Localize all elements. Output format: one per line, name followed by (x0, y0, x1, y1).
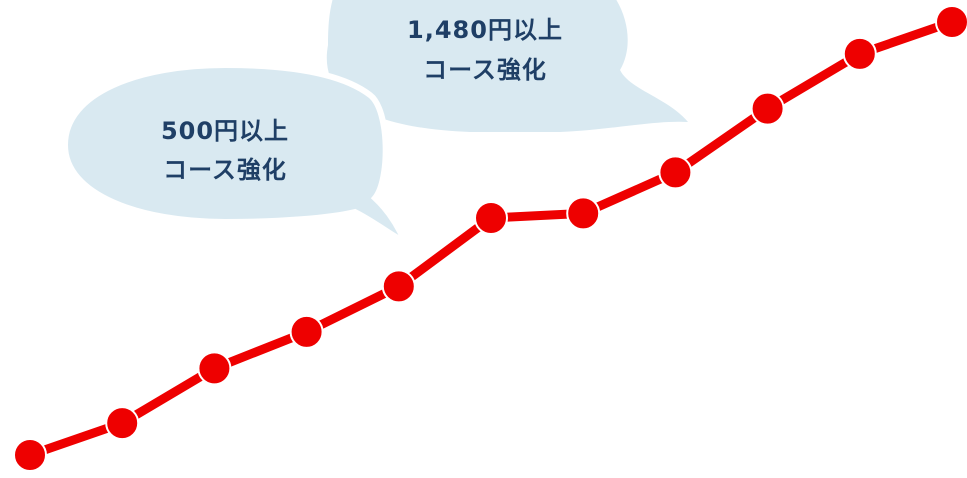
svg-text:1,480円以上: 1,480円以上 (407, 16, 563, 44)
data-point-6 (474, 201, 508, 235)
bubble-1480-line2: コース強化 (423, 56, 547, 84)
data-point-10 (842, 36, 877, 71)
bubble-500-line1: 500円以上 (161, 117, 289, 145)
data-point-3 (197, 351, 232, 386)
speech-bubble-1480: 1,480円以上 コース強化 (326, 0, 688, 132)
data-point-4 (289, 314, 324, 349)
data-point-1 (13, 438, 47, 472)
svg-text:500円以上: 500円以上 (161, 117, 289, 145)
speech-bubble-500: 500円以上 コース強化 (61, 61, 411, 249)
data-point-8 (658, 155, 693, 190)
speech-bubble-500-shape (61, 61, 411, 249)
data-point-9 (750, 91, 785, 126)
svg-text:コース強化: コース強化 (423, 56, 547, 84)
speech-bubble-1480-shape (326, 0, 688, 132)
bubble-1480-line1: 1,480円以上 (407, 16, 563, 44)
data-point-11 (935, 5, 967, 39)
data-point-7 (566, 196, 601, 231)
svg-text:コース強化: コース強化 (163, 156, 287, 184)
data-point-2 (105, 406, 140, 441)
bubble-500-line2: コース強化 (163, 156, 287, 184)
series-layer (13, 5, 967, 472)
data-point-5 (381, 269, 416, 304)
